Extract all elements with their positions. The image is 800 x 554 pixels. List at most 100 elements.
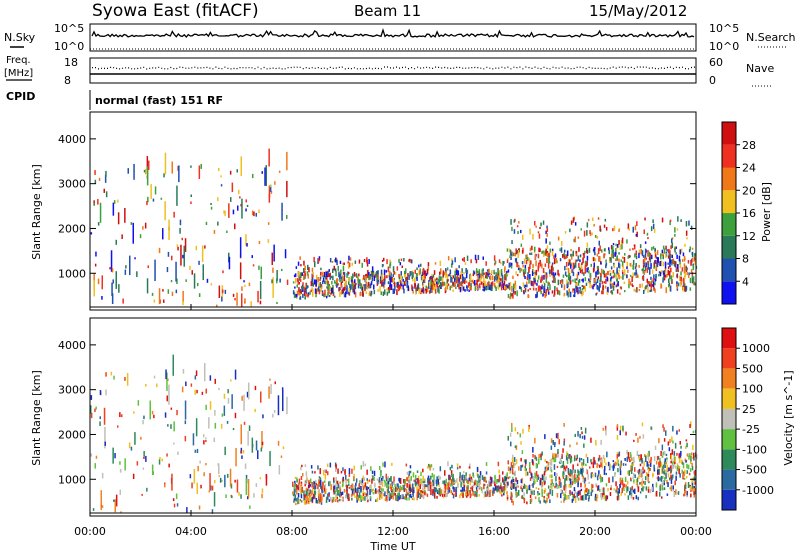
echo-cell xyxy=(570,485,572,488)
echo-cell xyxy=(503,490,506,494)
echo-cell xyxy=(250,301,252,307)
echo-cell xyxy=(399,262,402,266)
echo-cell xyxy=(311,496,314,502)
echo-cell xyxy=(324,483,326,488)
echo-cell xyxy=(668,467,670,471)
echo-cell xyxy=(336,487,338,492)
echo-cell xyxy=(503,280,506,285)
echo-cell xyxy=(222,270,224,274)
echo-cell xyxy=(673,260,676,266)
echo-cell xyxy=(462,493,464,498)
echo-cell xyxy=(596,271,598,275)
echo-cell xyxy=(616,424,619,428)
echo-cell xyxy=(403,479,405,484)
echo-cell xyxy=(369,276,371,279)
echo-cell xyxy=(252,264,255,267)
echo-cell xyxy=(365,276,367,282)
echo-cell xyxy=(609,492,612,496)
echo-cell xyxy=(305,487,308,493)
echo-cell xyxy=(670,468,672,473)
echo-cell xyxy=(240,203,242,207)
echo-cell xyxy=(628,470,630,476)
echo-cell xyxy=(553,258,556,265)
echo-cell xyxy=(313,493,315,500)
echo-cell xyxy=(653,287,655,291)
echo-cell xyxy=(335,468,337,472)
echo-cell xyxy=(575,478,577,483)
echo-cell xyxy=(470,259,472,264)
echo-cell xyxy=(683,263,686,269)
echo-cell xyxy=(485,284,488,288)
echo-cell xyxy=(656,455,659,461)
echo-cell xyxy=(402,284,404,290)
echo-cell xyxy=(363,275,365,280)
echo-cell xyxy=(635,255,638,260)
echo-cell xyxy=(503,479,505,483)
echo-cell xyxy=(442,480,444,484)
echo-cell xyxy=(671,237,674,240)
echo-cell xyxy=(506,481,508,484)
echo-cell xyxy=(197,465,199,472)
echo-cell xyxy=(619,465,622,472)
echo-cell xyxy=(630,465,632,471)
echo-cell xyxy=(318,256,321,261)
echo-cell xyxy=(569,457,572,464)
echo-cell xyxy=(642,466,644,471)
echo-cell xyxy=(632,272,634,278)
echo-cell xyxy=(339,292,341,297)
echo-cell xyxy=(113,375,115,380)
echo-cell xyxy=(542,250,544,254)
echo-cell xyxy=(153,299,156,303)
echo-cell xyxy=(330,484,332,491)
echo-cell xyxy=(386,495,388,501)
echo-cell xyxy=(622,463,625,466)
echo-cell xyxy=(580,482,582,488)
echo-cell xyxy=(663,438,666,442)
echo-cell xyxy=(347,493,349,499)
echo-cell xyxy=(498,259,501,263)
echo-cell xyxy=(93,203,95,206)
echo-cell xyxy=(584,277,587,282)
echo-cell xyxy=(190,383,193,387)
echo-cell xyxy=(642,471,644,474)
echo-cell xyxy=(656,262,659,268)
echo-cell xyxy=(322,481,324,486)
echo-cell xyxy=(423,279,425,283)
echo-cell xyxy=(465,475,467,480)
echo-cell xyxy=(365,281,367,287)
echo-cell xyxy=(178,165,180,183)
echo-cell xyxy=(549,466,552,471)
echo-cell xyxy=(219,477,222,483)
echo-cell xyxy=(533,490,535,496)
echo-cell xyxy=(369,290,371,296)
echo-cell xyxy=(373,284,375,290)
echo-cell xyxy=(578,457,581,463)
echo-cell xyxy=(474,254,477,261)
echo-cell xyxy=(166,372,168,391)
echo-cell xyxy=(612,252,615,259)
echo-cell xyxy=(570,249,572,252)
echo-cell xyxy=(590,437,592,443)
echo-cell xyxy=(685,230,688,236)
echo-cell xyxy=(534,438,536,444)
echo-cell xyxy=(601,290,603,295)
echo-cell xyxy=(545,274,548,279)
echo-cell xyxy=(651,247,653,251)
echo-cell xyxy=(313,486,315,489)
echo-cell xyxy=(143,415,145,420)
echo-cell xyxy=(191,270,193,275)
echo-cell xyxy=(638,470,640,475)
echo-cell xyxy=(586,230,588,236)
echo-cell xyxy=(94,179,97,184)
echo-cell xyxy=(407,273,409,277)
colorbar-tick-label: 1000 xyxy=(742,342,770,355)
echo-cell xyxy=(452,275,454,279)
echo-cell xyxy=(651,269,654,274)
echo-cell xyxy=(538,454,540,459)
echo-cell xyxy=(684,458,686,462)
echo-cell xyxy=(190,165,192,168)
echo-cell xyxy=(534,496,537,500)
echo-cell xyxy=(196,482,198,495)
echo-cell xyxy=(682,286,684,292)
echo-cell xyxy=(407,478,409,482)
